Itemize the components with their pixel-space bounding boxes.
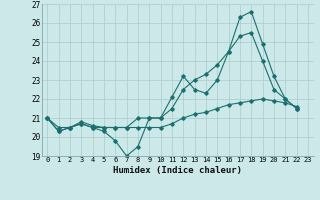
X-axis label: Humidex (Indice chaleur): Humidex (Indice chaleur): [113, 166, 242, 175]
